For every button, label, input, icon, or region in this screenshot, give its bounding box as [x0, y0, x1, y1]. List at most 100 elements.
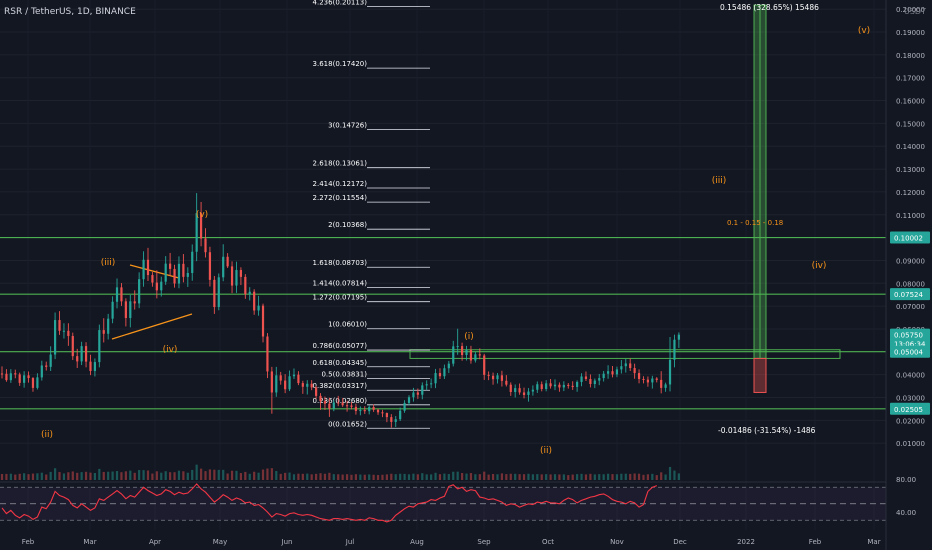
candle-body	[222, 256, 225, 278]
fib-level-label: 0(0.01652)	[328, 420, 367, 428]
price-label-box	[890, 231, 930, 244]
volume-bar	[199, 468, 203, 480]
price-tick-label: 0.03000	[896, 394, 925, 402]
volume-bar	[31, 473, 35, 480]
candle-body	[31, 378, 35, 388]
volume-bar	[146, 470, 150, 480]
volume-bar	[279, 473, 282, 480]
price-label-text: 0.05004	[894, 349, 923, 357]
volume-bar	[310, 474, 313, 480]
candle-body	[350, 405, 353, 407]
measure-down-box	[753, 357, 767, 393]
volume-bar	[177, 470, 181, 480]
candle-body	[111, 301, 114, 319]
candle-body	[248, 291, 251, 295]
volume-bar	[155, 471, 158, 480]
candle-body	[5, 373, 8, 381]
volume-bar	[651, 473, 654, 480]
candle-body	[84, 346, 88, 362]
candle-body	[235, 270, 238, 286]
volume-bar	[602, 474, 605, 480]
volume-bar	[460, 472, 464, 480]
fib-level-label: 3(0.14726)	[328, 122, 367, 130]
candle-body	[261, 305, 265, 337]
candle-body	[606, 371, 610, 374]
candle-body	[36, 377, 39, 388]
candle-body	[474, 354, 477, 361]
volume-bar	[368, 474, 371, 480]
volume-bar	[315, 473, 318, 480]
candle-body	[23, 375, 26, 383]
price-label-text: 0.02505	[894, 406, 923, 414]
candle-body	[460, 346, 464, 355]
volume-bar	[257, 472, 260, 480]
price-label-text: 0.07524	[894, 291, 923, 299]
volume-bar	[438, 474, 442, 480]
wave-label: (iv)	[163, 345, 178, 355]
candle-body	[491, 375, 495, 380]
volume-bar	[478, 474, 481, 480]
price-tick-label: 0.13000	[896, 166, 925, 174]
volume-bar	[514, 473, 517, 480]
wave-label: (ii)	[540, 446, 552, 456]
candle-body	[571, 385, 574, 387]
time-tick-label: Jun	[281, 538, 293, 546]
candle-body	[138, 279, 141, 304]
time-tick-label: Jul	[345, 538, 355, 546]
volume-bar	[9, 473, 12, 480]
fib-level-label: 0.786(0.05077)	[313, 342, 368, 350]
volume-bar	[562, 474, 565, 480]
candle-body	[244, 276, 247, 295]
time-tick-label: Sep	[477, 538, 491, 546]
candle-body	[620, 366, 623, 370]
candle-body	[421, 385, 424, 395]
volume-bar	[102, 471, 105, 480]
price-label-text: 0.05750	[894, 332, 923, 340]
fib-level-label: 1.272(0.07195)	[313, 294, 368, 302]
volume-bar	[323, 473, 327, 480]
candle-body	[164, 263, 167, 282]
candle-body	[363, 410, 366, 412]
volume-bar	[133, 472, 136, 480]
candle-body	[505, 380, 508, 385]
candle-body	[602, 373, 605, 379]
candle-body	[284, 380, 287, 390]
time-tick-label: 2022	[737, 538, 755, 546]
wave-label: (v)	[196, 210, 208, 220]
volume-bar	[14, 474, 17, 480]
volume-bar	[195, 464, 198, 480]
candle-body	[319, 395, 322, 402]
volume-bar	[394, 474, 397, 480]
candle-body	[345, 405, 349, 407]
candle-body	[567, 384, 570, 386]
candle-body	[469, 349, 473, 361]
volume-bar	[421, 473, 424, 480]
candle-body	[292, 374, 296, 377]
candle-body	[438, 373, 442, 377]
candle-body	[407, 397, 411, 403]
volume-bar	[474, 474, 477, 480]
candle-body	[208, 252, 212, 280]
fib-level-label: 2(0.10368)	[328, 221, 367, 229]
candle-body	[593, 380, 596, 385]
volume-bar	[115, 471, 119, 480]
volume-bar	[611, 474, 614, 480]
axis-unit: USDT	[904, 7, 926, 16]
price-tick-label: 0.12000	[896, 189, 925, 197]
price-tick-label: 0.16000	[896, 98, 925, 106]
volume-bar	[186, 472, 189, 480]
volume-bar	[584, 474, 588, 480]
volume-bar	[230, 470, 234, 480]
time-axis: Feb Mar Apr May Jun Jul Aug Sep Oct Nov Dec 2022 Feb…	[22, 538, 881, 546]
volume-bar	[416, 474, 419, 480]
candle-body	[434, 373, 437, 384]
volume-bar	[301, 473, 304, 480]
candle-body	[496, 375, 499, 380]
candle-body	[412, 392, 415, 398]
time-tick-label: Apr	[149, 538, 161, 546]
volume-bar	[142, 470, 145, 480]
candle-body	[279, 375, 282, 381]
candle-body	[584, 376, 588, 379]
candle-body	[102, 330, 105, 334]
